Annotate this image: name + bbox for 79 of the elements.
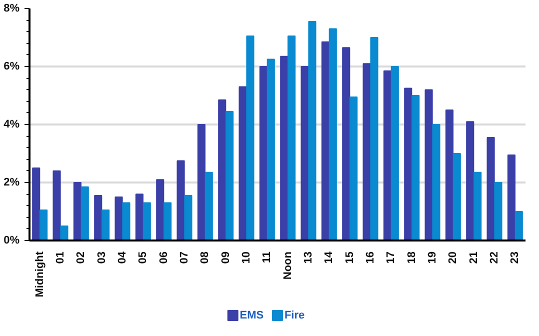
bar bbox=[122, 202, 130, 240]
x-tick-label: 17 bbox=[385, 251, 398, 264]
x-tick-label: 02 bbox=[75, 251, 88, 264]
bar bbox=[156, 179, 164, 240]
x-tick-label: 14 bbox=[323, 250, 336, 264]
bar bbox=[102, 210, 110, 240]
legend-label: EMS bbox=[240, 310, 264, 322]
x-tick-label: 21 bbox=[468, 251, 480, 264]
y-tick-label: 8% bbox=[4, 2, 20, 14]
bar bbox=[32, 168, 40, 240]
x-tick-label: 19 bbox=[426, 251, 438, 264]
bar bbox=[424, 89, 433, 240]
bar bbox=[73, 182, 82, 240]
x-tick-label: 08 bbox=[199, 251, 212, 264]
y-tick-label: 0% bbox=[4, 234, 20, 246]
bar bbox=[94, 195, 102, 240]
bar bbox=[494, 182, 502, 240]
bar bbox=[350, 96, 358, 240]
bar bbox=[266, 58, 275, 240]
x-tick-label: 03 bbox=[96, 251, 108, 264]
bar bbox=[321, 41, 330, 240]
bar bbox=[342, 47, 350, 240]
x-tick-label: Midnight bbox=[34, 251, 46, 298]
y-tick-label: 6% bbox=[4, 60, 20, 72]
y-tick-label: 2% bbox=[4, 176, 20, 188]
bar bbox=[80, 186, 89, 240]
bar bbox=[114, 196, 123, 240]
x-tick-label: 06 bbox=[158, 251, 170, 264]
x-tick-label: 01 bbox=[54, 251, 66, 264]
x-tick-label: 11 bbox=[261, 251, 274, 264]
bar bbox=[176, 160, 185, 240]
bar bbox=[52, 170, 61, 240]
bar bbox=[259, 66, 268, 240]
bar bbox=[328, 28, 337, 240]
bar bbox=[218, 99, 226, 240]
x-tick-label: 10 bbox=[240, 251, 252, 264]
legend-label: Fire bbox=[284, 310, 305, 322]
bar bbox=[452, 153, 461, 240]
x-tick-label: 16 bbox=[364, 251, 376, 264]
x-tick-label: 20 bbox=[447, 251, 460, 264]
bar bbox=[280, 56, 288, 240]
x-tick-label: 13 bbox=[302, 251, 314, 264]
bar bbox=[474, 172, 482, 240]
bar bbox=[135, 194, 144, 240]
bar bbox=[184, 195, 192, 240]
x-tick-label: 23 bbox=[509, 251, 522, 264]
bar bbox=[466, 121, 474, 240]
x-tick-label: 07 bbox=[178, 251, 190, 264]
bar bbox=[300, 66, 309, 240]
bar bbox=[507, 154, 516, 240]
bar bbox=[288, 36, 296, 240]
bar bbox=[246, 36, 254, 240]
bar bbox=[238, 86, 247, 240]
x-tick-label: 22 bbox=[488, 251, 500, 264]
x-tick-label: 04 bbox=[116, 250, 128, 264]
x-tick-label: 15 bbox=[344, 251, 356, 264]
bar bbox=[142, 202, 151, 240]
bar bbox=[226, 110, 234, 240]
bar bbox=[370, 37, 378, 240]
bar bbox=[197, 124, 206, 240]
bar bbox=[486, 137, 495, 240]
bar bbox=[412, 95, 420, 240]
bar bbox=[40, 210, 48, 240]
x-tick-label: 05 bbox=[137, 251, 150, 264]
bar bbox=[164, 202, 172, 240]
bar bbox=[60, 226, 68, 240]
bar bbox=[514, 211, 523, 240]
bar bbox=[204, 172, 213, 240]
bar bbox=[308, 21, 316, 240]
bar bbox=[390, 66, 399, 240]
bar bbox=[383, 70, 392, 240]
x-tick-label: 09 bbox=[220, 251, 232, 264]
bar bbox=[445, 110, 454, 240]
bar bbox=[362, 63, 371, 240]
y-tick-label: 4% bbox=[4, 118, 20, 130]
bar bbox=[404, 88, 412, 240]
bar bbox=[432, 124, 440, 240]
x-tick-label: Noon bbox=[282, 251, 294, 280]
x-tick-label: 18 bbox=[406, 251, 418, 264]
